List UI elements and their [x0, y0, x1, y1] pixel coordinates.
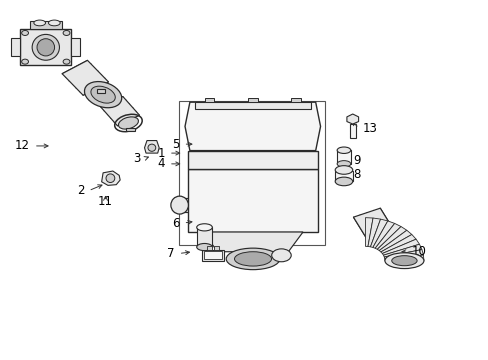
Polygon shape — [382, 239, 419, 255]
Polygon shape — [203, 232, 303, 252]
Bar — [349, 124, 355, 138]
Polygon shape — [378, 230, 411, 252]
Ellipse shape — [271, 249, 291, 262]
Text: 4: 4 — [157, 157, 164, 170]
Text: 10: 10 — [411, 245, 426, 258]
Bar — [30, 22, 61, 30]
Bar — [204, 98, 214, 102]
Polygon shape — [372, 221, 394, 248]
Ellipse shape — [384, 253, 423, 269]
Text: 7: 7 — [167, 247, 174, 260]
Polygon shape — [377, 226, 406, 251]
Text: 1: 1 — [157, 147, 164, 159]
Ellipse shape — [148, 144, 156, 151]
Bar — [11, 39, 20, 56]
Polygon shape — [374, 224, 400, 249]
Ellipse shape — [170, 196, 188, 214]
Polygon shape — [384, 249, 423, 259]
Bar — [206, 246, 211, 250]
Text: 12: 12 — [15, 139, 30, 152]
Text: 3: 3 — [133, 152, 141, 165]
Bar — [97, 89, 104, 93]
Bar — [188, 169, 317, 232]
Ellipse shape — [196, 243, 212, 251]
Bar — [291, 98, 301, 102]
Polygon shape — [144, 140, 159, 153]
Ellipse shape — [196, 224, 212, 231]
Ellipse shape — [234, 252, 271, 266]
Polygon shape — [62, 60, 108, 95]
Polygon shape — [365, 218, 372, 247]
Text: 8: 8 — [352, 168, 360, 181]
Polygon shape — [370, 219, 387, 247]
Text: 5: 5 — [172, 138, 179, 150]
Text: 13: 13 — [362, 122, 377, 135]
Bar — [334, 171, 352, 181]
Ellipse shape — [334, 166, 352, 174]
Bar — [247, 98, 257, 102]
Ellipse shape — [63, 31, 70, 36]
Ellipse shape — [226, 248, 279, 270]
Bar — [196, 227, 212, 247]
Bar — [20, 30, 71, 65]
Text: 6: 6 — [172, 216, 179, 230]
Ellipse shape — [118, 117, 138, 129]
Bar — [203, 251, 221, 259]
Bar — [213, 246, 218, 250]
Bar — [126, 128, 135, 131]
Ellipse shape — [63, 59, 70, 64]
Polygon shape — [367, 218, 380, 247]
Bar — [178, 101, 325, 244]
Ellipse shape — [334, 177, 352, 186]
Text: 2: 2 — [77, 184, 84, 197]
Ellipse shape — [84, 82, 122, 108]
Polygon shape — [101, 96, 139, 126]
Bar — [194, 102, 310, 109]
Bar — [336, 150, 350, 164]
Ellipse shape — [37, 39, 55, 56]
Ellipse shape — [21, 31, 28, 36]
Ellipse shape — [106, 174, 115, 183]
Bar — [71, 39, 80, 56]
Ellipse shape — [32, 35, 60, 60]
Polygon shape — [102, 171, 120, 185]
Text: 11: 11 — [98, 195, 113, 208]
Polygon shape — [384, 255, 423, 261]
Polygon shape — [383, 244, 421, 257]
Bar — [188, 150, 317, 169]
Text: 9: 9 — [352, 154, 360, 167]
Ellipse shape — [48, 20, 60, 26]
Ellipse shape — [336, 147, 350, 153]
Polygon shape — [353, 208, 396, 243]
Ellipse shape — [391, 256, 416, 266]
Ellipse shape — [34, 20, 45, 26]
Bar — [202, 250, 223, 261]
Ellipse shape — [91, 86, 115, 103]
Polygon shape — [380, 234, 415, 253]
Ellipse shape — [21, 59, 28, 64]
Polygon shape — [184, 102, 320, 150]
Polygon shape — [346, 114, 358, 124]
Ellipse shape — [336, 161, 350, 167]
